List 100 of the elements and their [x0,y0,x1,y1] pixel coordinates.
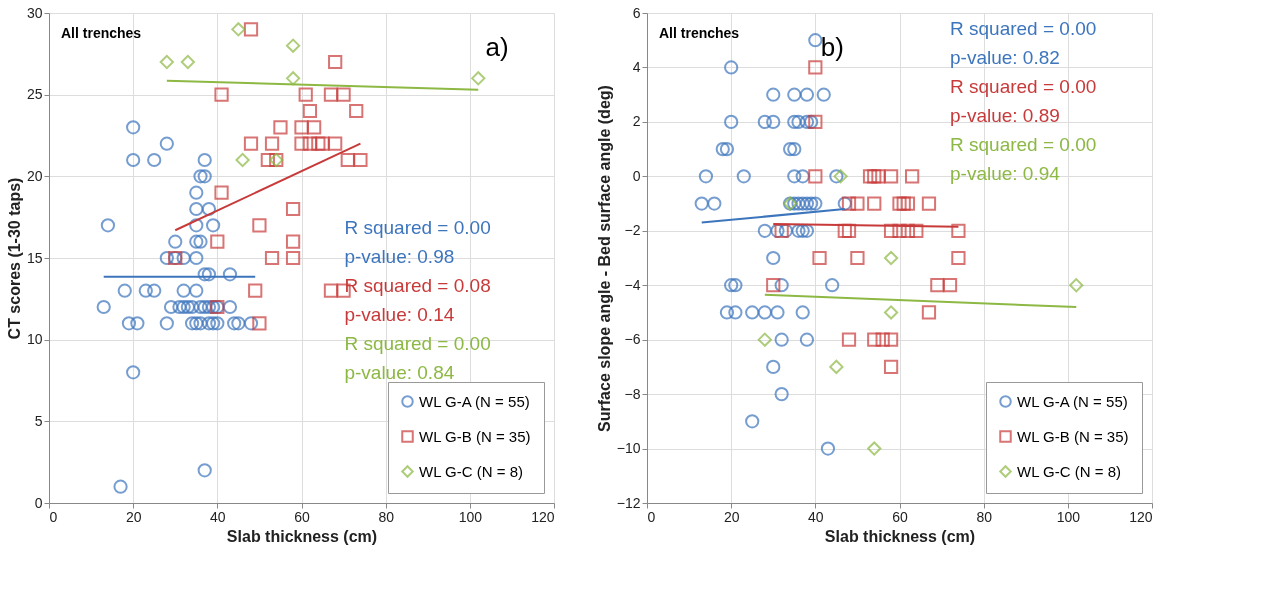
point [757,305,772,320]
x-tick-label: 40 [210,508,226,525]
point [837,196,852,211]
annotation: p-value: 0.98 [344,245,455,267]
point [825,278,840,293]
point [766,250,781,266]
point [930,278,945,293]
point [909,223,924,238]
point [206,316,221,331]
point [900,223,916,238]
point [787,142,802,157]
point [197,299,212,315]
point [791,114,806,129]
annotation: b) [820,32,844,62]
x-tick-label: 0 [49,508,58,525]
point [804,114,819,129]
point [766,87,781,102]
point [766,114,781,129]
y-tick-label: 5 [34,412,43,429]
point [243,316,259,331]
x-tick-label: 120 [1129,508,1153,525]
point [921,305,937,320]
point [117,283,132,298]
point [222,299,238,315]
point [799,196,815,211]
annotation: All trenches [659,25,740,41]
point [163,299,179,315]
point [766,359,781,374]
point [757,114,772,129]
point [745,305,760,320]
point [201,201,217,217]
y-tick-label: 2 [632,113,641,130]
point [875,332,890,347]
point [328,136,343,151]
point [214,87,229,102]
x-tick-label: 20 [723,508,740,525]
point [323,87,339,102]
x-tick-label: 0 [647,508,656,525]
point [180,54,195,70]
point [189,185,204,200]
point [728,305,743,320]
point [176,299,191,315]
annotation: p-value: 0.94 [950,163,1061,185]
point [252,316,267,331]
point [799,87,815,102]
point [184,299,200,315]
point [883,223,899,238]
point [867,196,882,211]
y-tick-label: 15 [26,249,43,266]
y-tick-label: −4 [624,276,641,293]
point [883,250,899,266]
point [951,223,966,238]
point [353,152,368,168]
point [285,234,301,249]
point [285,71,301,86]
point [892,196,907,211]
point [841,196,857,211]
point [231,22,246,37]
point [159,316,174,331]
point [736,169,751,184]
point [841,332,857,347]
point [787,87,802,102]
point [302,103,318,119]
point [201,299,217,315]
x-axis-title: Slab thickness (cm) [226,527,378,545]
point [724,278,739,293]
point [168,234,183,249]
point [197,463,212,478]
point [795,169,810,184]
point [176,283,191,298]
point [206,218,221,233]
point [159,250,174,266]
annotation: R squared = 0.00 [950,134,1097,156]
point [829,359,844,375]
y-tick-label: 6 [632,4,641,21]
point [808,60,823,75]
x-tick-label: 120 [531,508,555,525]
point [795,223,810,238]
point [791,196,806,211]
point [719,142,735,157]
point [745,414,760,429]
point [799,114,815,129]
point [252,218,267,233]
point [138,283,153,298]
point [264,136,280,151]
y-tick-label: −12 [616,494,641,511]
point [210,234,225,249]
point [193,299,208,315]
point [871,169,886,184]
x-tick-label: 80 [378,508,395,525]
point [285,38,301,53]
point [850,250,865,266]
point [816,87,831,102]
x-tick-label: 40 [808,508,824,525]
point [808,169,823,184]
annotation: p-value: 0.82 [950,47,1060,69]
point [787,114,802,129]
point [298,87,313,102]
point [774,278,789,293]
point [243,136,259,151]
